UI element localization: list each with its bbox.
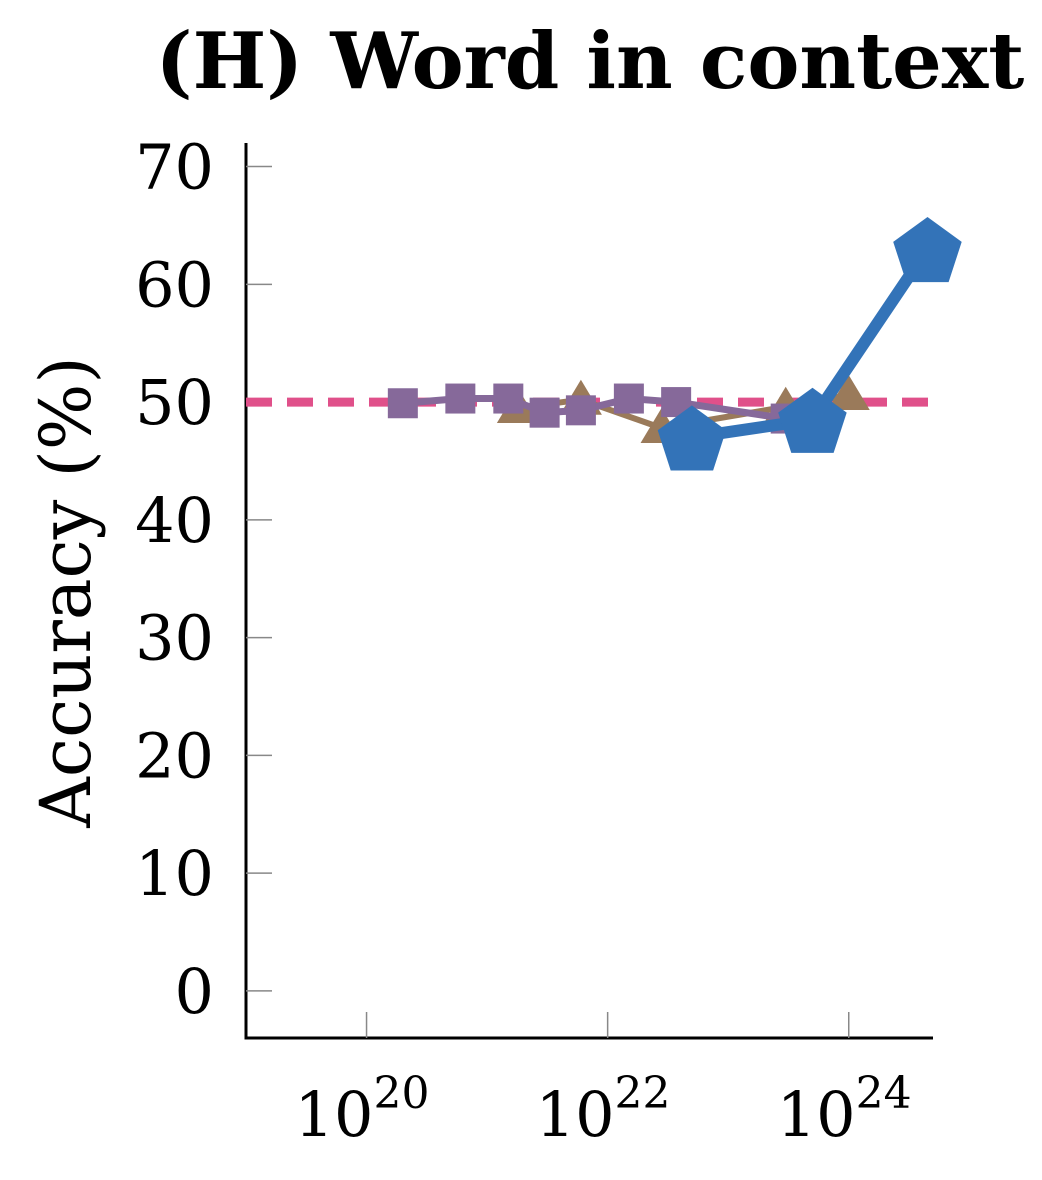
- y-tick-label: 40: [135, 484, 214, 557]
- square-marker: [529, 397, 560, 428]
- y-tick-label: 20: [135, 719, 214, 792]
- y-tick-label: 10: [135, 837, 214, 910]
- y-axis-label: Accuracy (%): [25, 356, 107, 828]
- y-tick-label: 30: [135, 602, 214, 675]
- triangle-marker: [827, 375, 870, 411]
- chart-title: (H) Word in context: [156, 16, 1025, 107]
- x-tick-label: 1020: [295, 1068, 430, 1151]
- pentagon-marker: [657, 405, 727, 471]
- square-marker: [565, 395, 596, 426]
- square-marker: [445, 383, 476, 414]
- pentagon-marker: [778, 387, 847, 453]
- pentagon-marker: [893, 217, 962, 283]
- square-marker: [387, 388, 418, 419]
- x-tick-label: 1022: [536, 1068, 671, 1151]
- square-marker: [493, 383, 524, 414]
- x-tick-label: 1024: [777, 1068, 912, 1151]
- square-marker: [613, 383, 644, 414]
- y-tick-label: 50: [135, 366, 214, 439]
- y-tick-label: 60: [135, 248, 214, 321]
- y-tick-label: 70: [135, 131, 214, 204]
- y-tick-label: 0: [175, 955, 214, 1028]
